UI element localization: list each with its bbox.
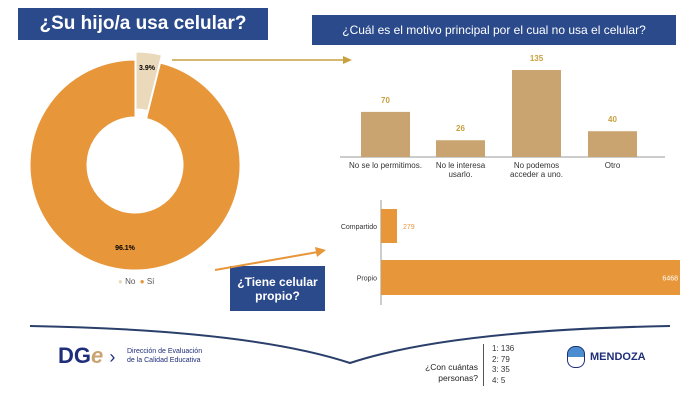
bar-category-label: acceder a uno. [510,170,563,179]
donut-legend: ● No ● Sí [118,277,155,286]
mendoza-brand: MENDOZA [590,351,646,363]
hbar-Propio [381,260,680,295]
donut-label-si: 96.1% [115,245,136,252]
bar-1 [436,140,485,157]
legend-no: No [125,277,136,286]
main-title: ¿Su hijo/a usa celular? [18,8,268,40]
bar-category-label: Otro [605,161,621,170]
bar-category-label: No se lo permitimos. [349,161,422,170]
bar-value-label: 40 [608,115,617,124]
org-name: Dirección de Evaluación de la Calidad Edu… [127,348,203,364]
hbar-value-label: 6468 [662,276,678,283]
bar-category-label: No podemos [514,161,559,170]
arrow-head-icon [343,56,352,64]
donut-label-no: 3.9% [139,65,156,72]
bar-value-label: 26 [456,124,465,133]
donut-chart: 3.9% 96.1% [29,51,241,271]
footer-curve [29,325,671,365]
hbar-category-label: Propio [357,276,377,283]
bar-value-label: 135 [530,54,544,63]
donut-slice-No [135,51,163,112]
reason-title: ¿Cuál es el motivo principal por el cual… [312,15,676,45]
hbar-category-label: Compartido [341,224,377,231]
bar-category-label: usarlo. [448,170,472,179]
bar-category-label: No le interesa [436,161,486,170]
reason-bar-chart: 70 No se lo permitimos. 26 No le interesaus… [340,54,665,179]
own-phone-title: ¿Tiene celular propio? [230,266,325,311]
bar-value-label: 70 [381,96,390,105]
bar-3 [588,131,637,157]
donut-slice-Sí [29,59,241,271]
hbar-value-label: 279 [403,224,415,231]
own-phone-bar-chart: Compartido 279 Propio 6468 [341,200,680,305]
hbar-Compartido [381,209,397,243]
arrow-to-own [214,251,319,271]
arrow-head-icon [315,247,326,257]
bar-2 [512,70,561,157]
mendoza-shield-icon [567,346,585,368]
dge-logo: DGe › [58,343,116,368]
legend-si: Sí [146,277,155,286]
persons-answers: 1: 136 2: 79 3: 35 4: 5 [483,344,514,386]
bar-0 [361,111,410,157]
persons-question: ¿Con cuántas personas? [425,362,478,383]
